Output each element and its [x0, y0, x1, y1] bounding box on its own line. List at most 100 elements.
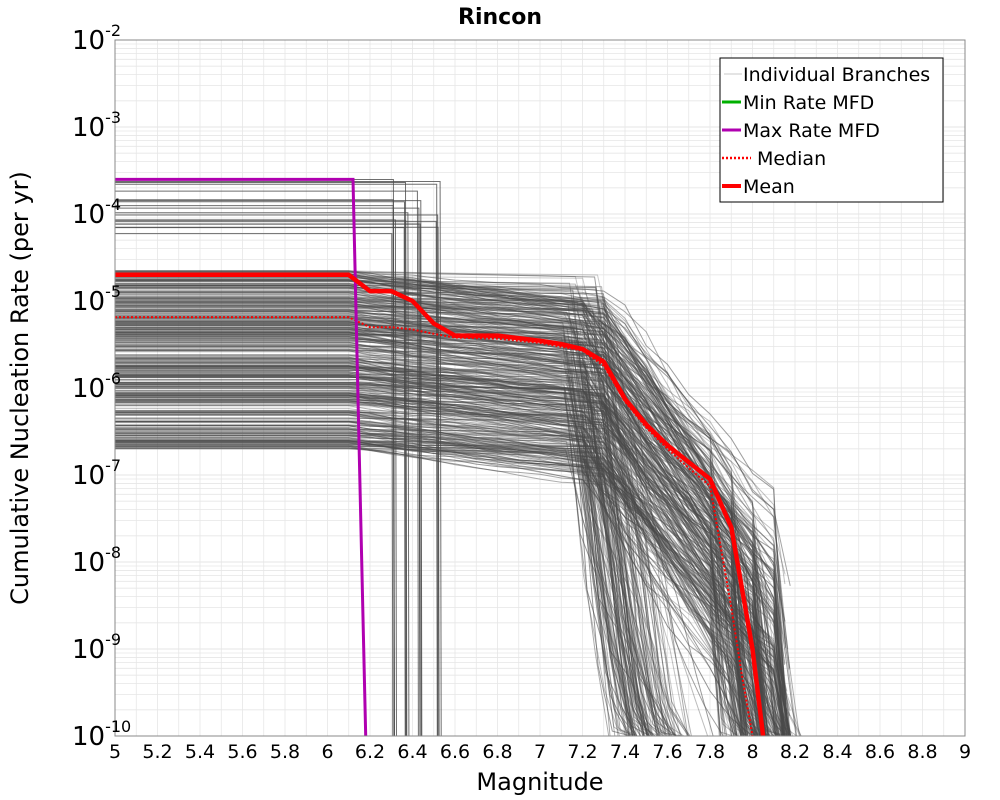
branch-line: [115, 207, 421, 737]
branch-line: [115, 190, 419, 737]
branch-line: [115, 271, 794, 737]
max-rate-mfd-line: [115, 177, 368, 737]
branch-line: [115, 181, 442, 737]
x-tick-label: 8.8: [907, 741, 937, 763]
branch-line: [115, 284, 777, 737]
branch-line: [115, 350, 737, 737]
branch-line: [115, 383, 755, 737]
branch-line: [115, 286, 747, 737]
branch-line: [115, 424, 645, 737]
branch-line: [115, 432, 651, 737]
branch-line: [115, 411, 650, 737]
branch-line: [115, 392, 763, 737]
branch-line: [115, 411, 766, 737]
x-tick-label: 5: [109, 741, 121, 763]
branch-line: [115, 330, 744, 737]
branch-line: [115, 410, 766, 737]
branch-line: [115, 279, 759, 737]
branch-line: [115, 300, 657, 737]
branch-line: [115, 361, 653, 737]
branch-line: [115, 233, 394, 737]
legend-label-mean: Mean: [743, 176, 795, 198]
x-tick-label: 8.6: [865, 741, 895, 763]
branch-line: [115, 220, 438, 737]
branch-line: [115, 421, 769, 737]
branch-line: [115, 329, 690, 737]
x-axis-label: Magnitude: [476, 768, 603, 796]
branch-line: [115, 279, 658, 737]
branch-line: [115, 294, 757, 737]
y-tick-label: 10-8: [72, 543, 121, 578]
branch-line: [115, 354, 677, 737]
branch-line: [115, 392, 650, 737]
branch-line: [115, 378, 656, 737]
branch-line: [115, 354, 747, 737]
branch-line: [115, 445, 636, 737]
branch-line: [115, 401, 650, 737]
branch-line: [115, 346, 764, 737]
x-tick-label: 8: [746, 741, 758, 763]
branch-line: [115, 400, 721, 737]
branch-line: [115, 349, 690, 737]
branch-line: [115, 389, 675, 737]
branch-line: [115, 392, 735, 737]
x-tick-label: 7.6: [652, 741, 682, 763]
branch-line: [115, 420, 762, 737]
x-tick-label: 7: [534, 741, 546, 763]
legend-label-max-rate-mfd: Max Rate MFD: [743, 120, 880, 142]
branch-line: [115, 390, 724, 737]
branch-line: [115, 396, 766, 737]
branch-line: [115, 277, 761, 737]
branch-line: [115, 437, 720, 737]
x-tick-label: 6.2: [355, 741, 385, 763]
branch-line: [115, 336, 757, 737]
branch-line: [115, 327, 709, 737]
branch-line: [115, 333, 638, 737]
branch-line: [115, 413, 775, 737]
branch-line: [115, 298, 691, 737]
branch-line: [115, 421, 769, 737]
branch-line: [115, 394, 764, 737]
branch-line: [115, 368, 769, 737]
branch-line: [115, 392, 758, 737]
x-tick-label: 8.4: [822, 741, 852, 763]
legend-label-median: Median: [757, 148, 826, 170]
branch-line: [115, 441, 634, 737]
branch-line: [115, 440, 738, 737]
branch-line: [115, 439, 764, 737]
branch-line: [115, 304, 689, 737]
y-tick-label: 10-9: [72, 630, 121, 665]
branch-line: [115, 404, 635, 737]
branch-line: [115, 408, 722, 737]
legend: Individual Branches Min Rate MFD Max Rat…: [719, 57, 944, 203]
branch-line: [115, 383, 768, 737]
branch-line: [115, 284, 677, 737]
x-tick-label: 7.2: [567, 741, 597, 763]
branch-line: [115, 275, 762, 737]
branch-line: [115, 347, 732, 737]
branch-line: [115, 428, 660, 737]
branch-line: [115, 384, 631, 737]
branch-line: [115, 280, 650, 737]
y-axis-ticks: 10-2 10-3 10-4 10-5 10-6 10-7 10-8 10-9 10-10: [72, 21, 131, 752]
branch-line: [115, 307, 760, 737]
branch-line: [115, 440, 774, 737]
y-tick-label: 10-6: [72, 369, 121, 404]
x-tick-label: 9: [959, 741, 971, 763]
branch-line: [115, 329, 671, 737]
branch-line: [115, 366, 766, 737]
branch-line: [115, 441, 728, 737]
branch-line: [115, 387, 742, 737]
x-tick-label: 5.2: [142, 741, 172, 763]
y-tick-label: 10-5: [72, 282, 121, 317]
grid: [114, 40, 966, 737]
branch-line: [115, 394, 645, 737]
branch-line: [115, 428, 732, 737]
branch-line: [115, 386, 631, 737]
branch-line: [115, 382, 743, 737]
branch-line: [115, 412, 669, 737]
legend-label-individual-branches: Individual Branches: [743, 64, 930, 86]
branch-line: [115, 301, 644, 737]
y-tick-label: 10-7: [72, 456, 121, 491]
